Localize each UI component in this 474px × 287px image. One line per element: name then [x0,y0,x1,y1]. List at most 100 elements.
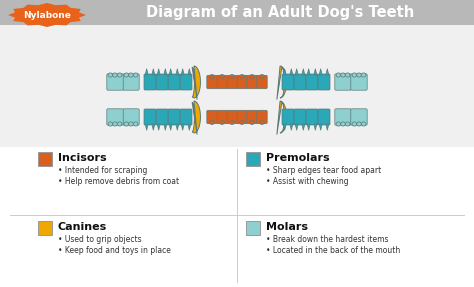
FancyBboxPatch shape [246,221,261,235]
Ellipse shape [219,121,224,125]
FancyBboxPatch shape [237,110,247,124]
Polygon shape [283,69,286,75]
Ellipse shape [133,122,138,126]
Polygon shape [152,69,155,75]
Ellipse shape [250,75,255,78]
Ellipse shape [108,73,112,77]
FancyBboxPatch shape [335,109,351,125]
Polygon shape [319,124,322,130]
Text: • Used to grip objects: • Used to grip objects [58,235,142,244]
Polygon shape [326,124,329,130]
Ellipse shape [239,121,245,125]
Ellipse shape [336,73,341,77]
Text: • Help remove debris from coat: • Help remove debris from coat [58,177,179,187]
FancyBboxPatch shape [257,75,267,89]
Text: Premolars: Premolars [266,154,330,164]
FancyBboxPatch shape [207,110,217,124]
FancyBboxPatch shape [246,152,261,166]
Ellipse shape [118,73,122,77]
Ellipse shape [362,73,366,77]
Polygon shape [307,124,310,130]
FancyBboxPatch shape [168,74,180,90]
Polygon shape [8,3,86,27]
Polygon shape [283,124,286,130]
Ellipse shape [336,122,341,126]
Text: Canines: Canines [58,222,107,232]
Text: Nylabone: Nylabone [23,11,71,20]
Polygon shape [157,124,160,130]
Polygon shape [314,69,317,75]
Ellipse shape [124,122,128,126]
Polygon shape [169,124,172,130]
Polygon shape [314,124,317,130]
Ellipse shape [118,122,122,126]
Ellipse shape [352,122,356,126]
FancyBboxPatch shape [156,74,168,90]
FancyBboxPatch shape [107,109,123,125]
Polygon shape [164,124,167,130]
FancyBboxPatch shape [217,110,227,124]
Ellipse shape [250,121,255,125]
Polygon shape [188,124,191,130]
FancyBboxPatch shape [144,109,156,125]
FancyBboxPatch shape [306,74,318,90]
Ellipse shape [210,121,214,125]
Ellipse shape [219,75,224,78]
Ellipse shape [341,73,345,77]
Ellipse shape [352,73,356,77]
FancyBboxPatch shape [227,110,237,124]
Polygon shape [176,124,179,130]
Ellipse shape [362,122,366,126]
Polygon shape [157,69,160,75]
FancyBboxPatch shape [180,109,192,125]
Polygon shape [164,69,167,75]
Polygon shape [145,124,148,130]
FancyBboxPatch shape [318,74,330,90]
FancyBboxPatch shape [282,74,294,90]
Polygon shape [277,101,287,135]
FancyBboxPatch shape [123,109,139,125]
Polygon shape [307,69,310,75]
FancyBboxPatch shape [306,109,318,125]
Ellipse shape [113,73,117,77]
Ellipse shape [229,121,235,125]
Polygon shape [169,69,172,75]
FancyBboxPatch shape [168,109,180,125]
FancyBboxPatch shape [107,74,123,90]
FancyBboxPatch shape [38,152,52,166]
FancyBboxPatch shape [180,74,192,90]
FancyBboxPatch shape [156,109,168,125]
Ellipse shape [229,75,235,78]
FancyBboxPatch shape [335,74,351,90]
Polygon shape [192,101,201,135]
FancyBboxPatch shape [123,74,139,90]
FancyBboxPatch shape [144,74,156,90]
Polygon shape [176,69,179,75]
Ellipse shape [133,73,138,77]
Polygon shape [181,69,184,75]
Ellipse shape [346,122,350,126]
FancyBboxPatch shape [351,109,367,125]
Polygon shape [295,69,298,75]
Polygon shape [152,124,155,130]
Text: • Intended for scraping: • Intended for scraping [58,166,147,175]
Ellipse shape [129,73,133,77]
Text: Incisors: Incisors [58,154,107,164]
FancyBboxPatch shape [257,110,267,124]
Text: • Assist with chewing: • Assist with chewing [266,177,349,187]
FancyBboxPatch shape [0,147,474,287]
FancyBboxPatch shape [351,74,367,90]
Ellipse shape [341,122,345,126]
FancyBboxPatch shape [318,109,330,125]
Text: Diagram of an Adult Dog's Teeth: Diagram of an Adult Dog's Teeth [146,5,414,20]
FancyBboxPatch shape [0,0,474,25]
Ellipse shape [260,75,264,78]
FancyBboxPatch shape [207,75,217,89]
Polygon shape [326,69,329,75]
Ellipse shape [239,75,245,78]
Polygon shape [295,124,298,130]
FancyBboxPatch shape [217,75,227,89]
Ellipse shape [346,73,350,77]
FancyBboxPatch shape [247,75,257,89]
Ellipse shape [124,73,128,77]
